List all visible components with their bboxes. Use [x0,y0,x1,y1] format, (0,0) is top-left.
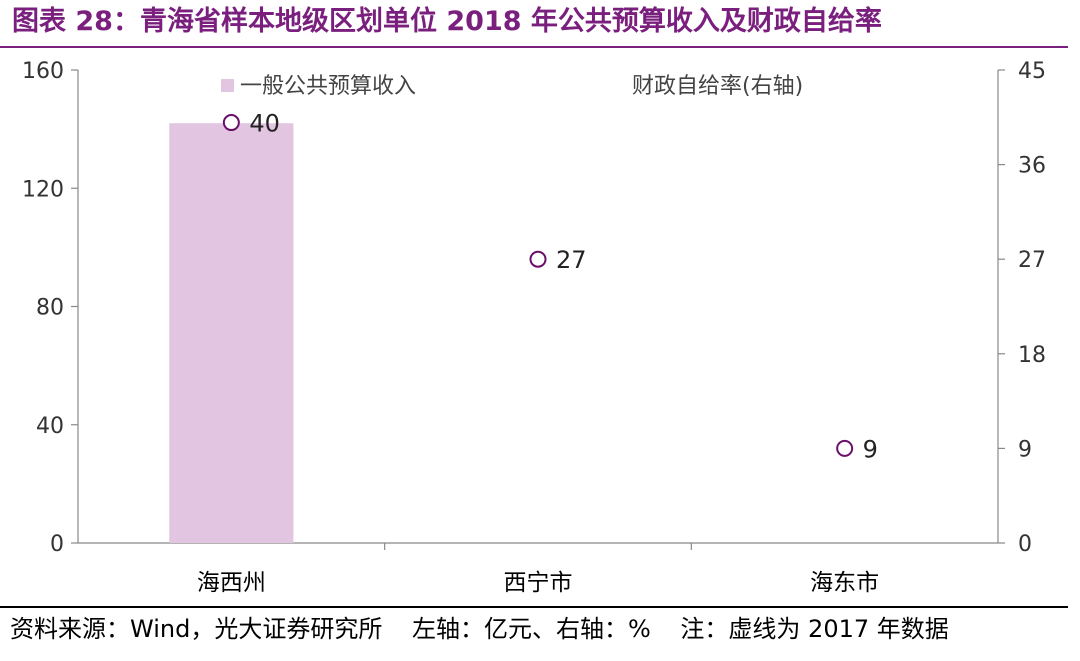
units-text: 左轴：亿元、右轴：% [411,615,651,643]
left-tick-label: 120 [22,177,64,202]
note-text: 注：虚线为 2017 年数据 [680,615,949,643]
x-tick-label: 海西州 [197,570,266,596]
left-tick-label: 40 [36,414,64,439]
self-sufficiency-marker [836,439,854,457]
right-tick-label: 0 [1018,532,1032,557]
data-label: 40 [249,110,280,138]
right-tick-label: 27 [1018,248,1046,273]
marks: 40 27 9 [169,110,878,544]
left-tick-label: 0 [50,532,64,557]
self-sufficiency-marker [222,114,240,132]
right-tick-label: 45 [1018,59,1046,84]
legend-label-revenue: 一般公共预算收入 [240,74,416,99]
left-tick-label: 160 [22,59,64,84]
right-tick-label: 9 [1018,437,1032,462]
data-label: 27 [556,246,587,274]
title-divider [0,46,1068,48]
x-tick-label: 海东市 [810,570,879,596]
legend: 一般公共预算收入 财政自给率(右轴) [221,74,803,99]
footer: 资料来源：Wind，光大证券研究所 左轴：亿元、右轴：% 注：虚线为 2017 … [10,611,1070,647]
revenue-bar [169,123,294,544]
right-tick-label: 36 [1018,154,1046,179]
self-sufficiency-marker [529,250,547,268]
right-tick-label: 18 [1018,343,1046,368]
legend-label-ratio: 财政自给率(右轴) [632,74,803,99]
axes: 0 40 80 120 160 0 9 18 27 36 45 海西州 西宁市 海东市 [22,59,1046,596]
chart: 0 40 80 120 160 0 9 18 27 36 45 海西州 西宁市 海东市 40 27 9 一般公… [22,59,1046,596]
left-tick-label: 80 [36,296,64,321]
x-tick-label: 西宁市 [504,570,573,596]
legend-swatch-revenue [221,79,234,92]
footer-divider [0,606,1068,608]
chart-title: 图表 28：青海省样本地级区划单位 2018 年公共预算收入及财政自给率 [12,6,882,37]
data-label: 9 [863,435,878,463]
source-text: 资料来源：Wind，光大证券研究所 [10,615,383,643]
